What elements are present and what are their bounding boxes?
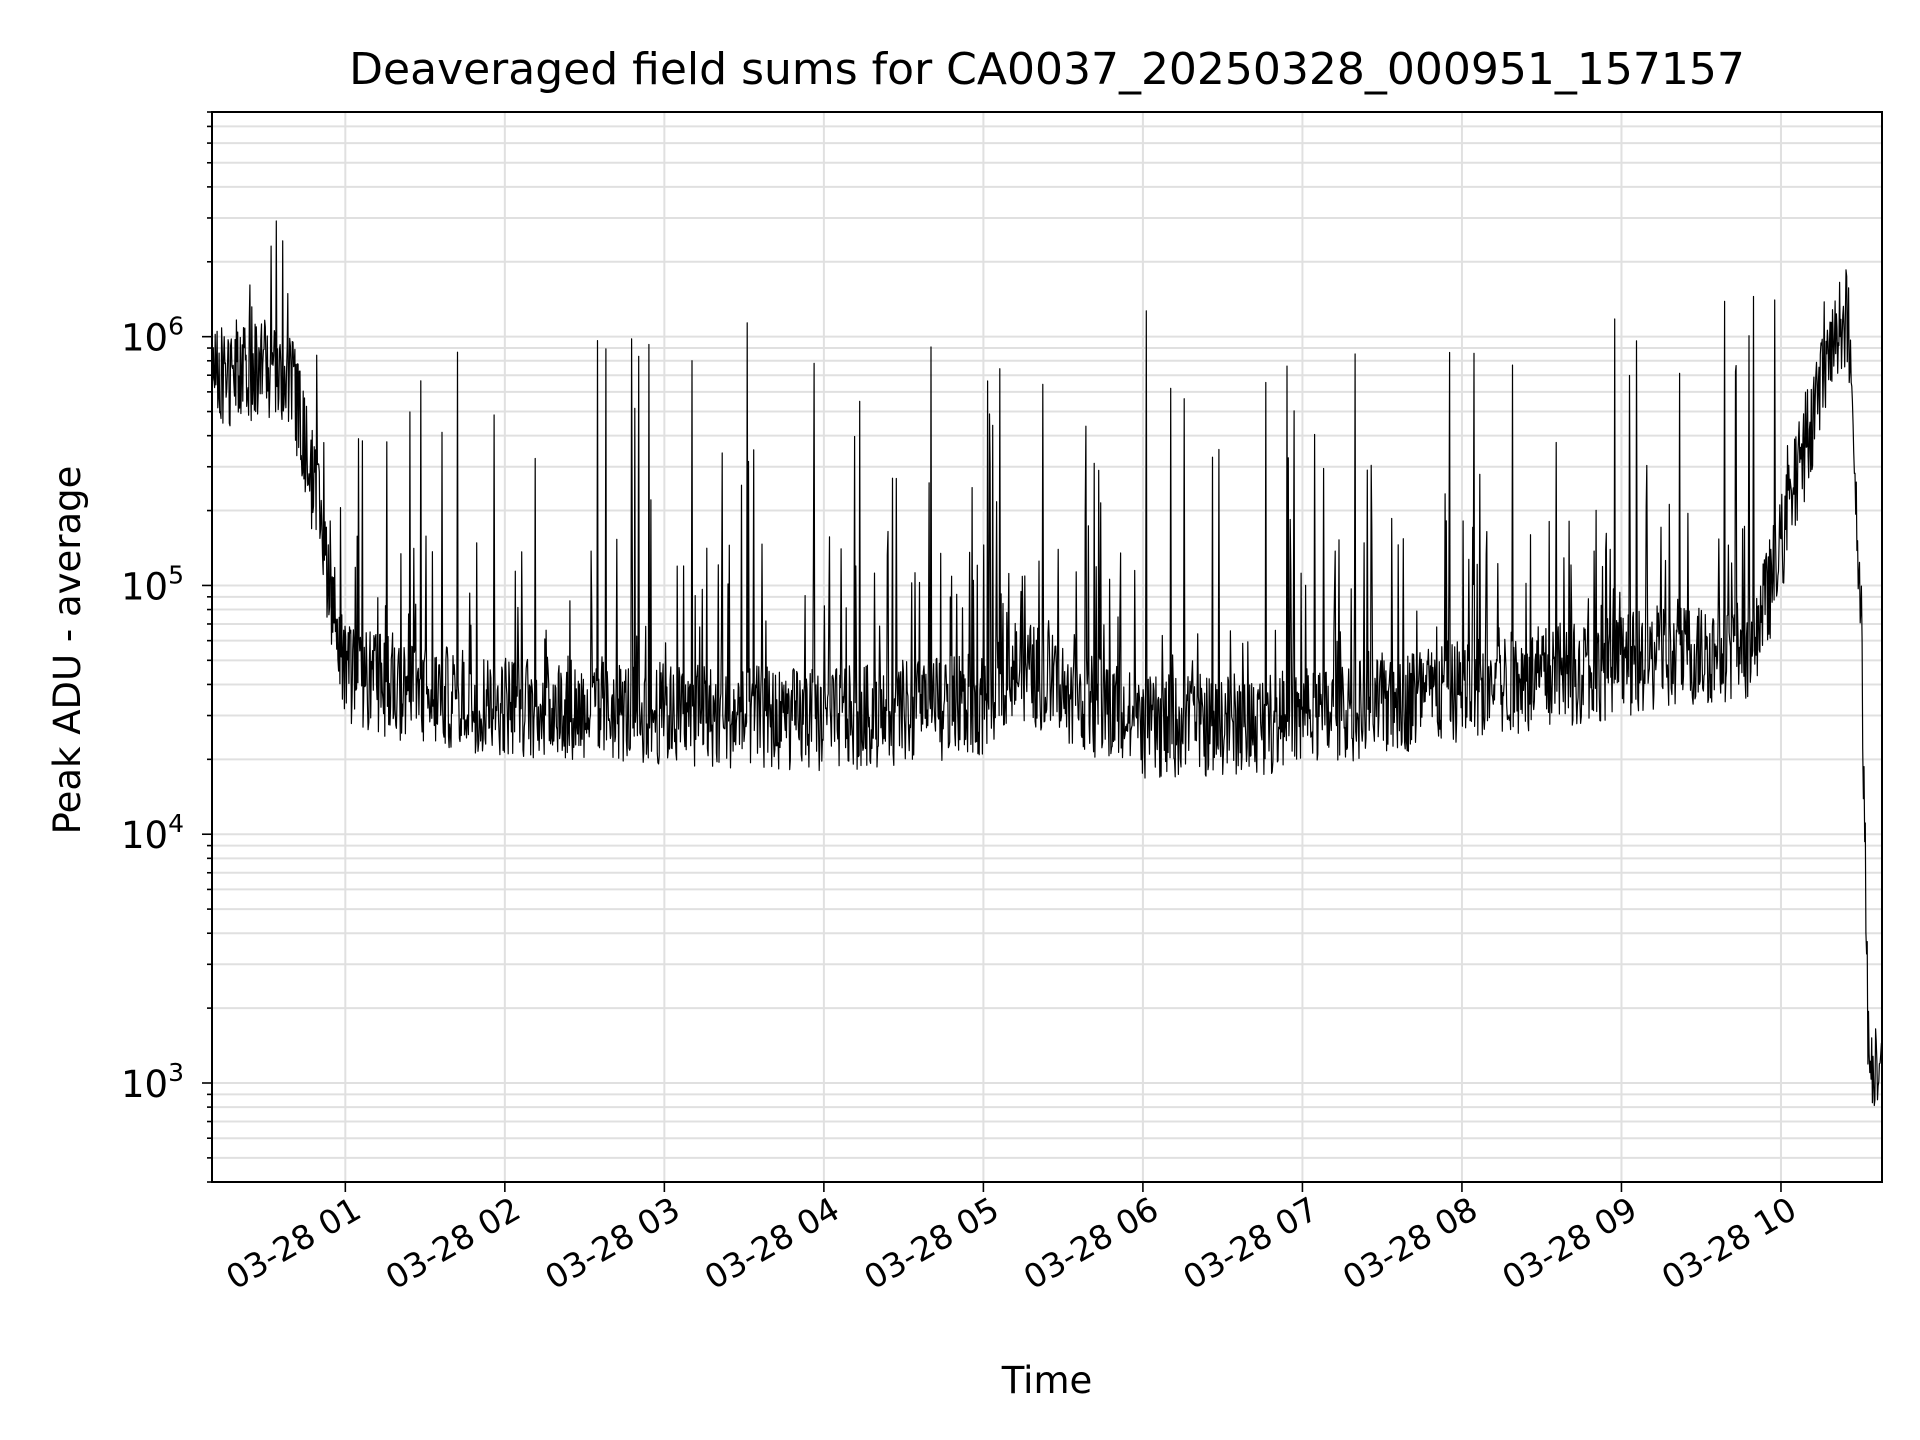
y-tick-base: 10 [121, 814, 168, 857]
y-tick-label: 103 [121, 1058, 184, 1106]
y-tick-exponent: 4 [168, 809, 184, 838]
y-tick-label: 105 [121, 560, 184, 608]
series-line [211, 220, 1883, 1107]
y-tick-label: 106 [121, 312, 184, 360]
data-layer [211, 220, 1883, 1107]
y-tick-base: 10 [121, 1063, 168, 1106]
y-tick-base: 10 [121, 317, 168, 360]
y-tick-exponent: 3 [168, 1058, 184, 1087]
y-tick-label: 104 [121, 809, 184, 857]
plot-frame [211, 111, 1883, 1183]
x-axis-label: Time [1001, 1359, 1093, 1402]
y-tick-exponent: 5 [168, 560, 184, 589]
y-tick-base: 10 [121, 565, 168, 608]
chart-title: Deaveraged field sums for CA0037_2025032… [349, 44, 1745, 95]
y-axis-label: Peak ADU - average [46, 466, 89, 835]
y-tick-exponent: 6 [168, 312, 184, 341]
